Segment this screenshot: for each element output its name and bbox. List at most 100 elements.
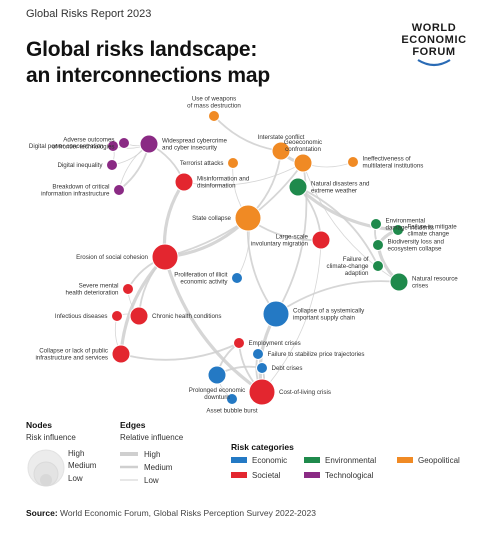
- node-wmd[interactable]: [208, 110, 220, 122]
- node-migration[interactable]: [311, 230, 331, 250]
- node-climate-adaptation[interactable]: [372, 260, 384, 272]
- node-label-bubble: Asset bubble burst: [206, 408, 258, 415]
- edge-public-infra-employment: [120, 342, 240, 361]
- node-public-infra[interactable]: [111, 344, 131, 364]
- node-misinformation[interactable]: [174, 172, 194, 192]
- edge-misinformation-geoeconomic: [183, 162, 304, 186]
- node-price[interactable]: [252, 348, 264, 360]
- nodes-layer: [106, 110, 409, 406]
- legend-category-societal: Societal: [252, 471, 281, 480]
- node-label-wmd: Use of weapons of mass destruction: [187, 96, 241, 110]
- node-bubble[interactable]: [226, 393, 238, 405]
- legend-categories: Economic Environmental Geopolitical Societa…: [231, 456, 460, 480]
- node-label-chronic: Chronic health conditions: [152, 313, 221, 320]
- legend-nodes-subtitle: Risk influence: [26, 433, 76, 442]
- node-label-multilateral: Ineffectiveness of multilateral instituti…: [363, 156, 424, 170]
- logo-arc-icon: [417, 59, 451, 67]
- node-terrorist[interactable]: [227, 157, 239, 169]
- node-critical-infra[interactable]: [113, 184, 125, 196]
- node-label-supply-chain: Collapse of a systemically important supp…: [293, 308, 365, 322]
- node-label-downturn: Prolonged economic downturn: [189, 387, 245, 401]
- node-label-geoeconomic: Geoeconomic confrontation: [284, 139, 322, 153]
- legend-edge-medium-label: Medium: [144, 463, 173, 472]
- node-label-critical-infra: Breakdown of critical information infrast…: [41, 184, 110, 198]
- legend-swatch-environmental: [304, 457, 320, 463]
- labels-layer: Adverse outcomes of frontier technologies…: [29, 96, 458, 415]
- node-natural-disasters[interactable]: [288, 177, 308, 197]
- node-label-misinformation: Misinformation and disinformation: [197, 176, 250, 190]
- node-interstate[interactable]: [271, 141, 291, 161]
- legend-swatch-geopolitical: [397, 457, 413, 463]
- node-supply-chain[interactable]: [262, 300, 290, 328]
- node-climate-mitigation[interactable]: [392, 224, 404, 236]
- node-label-climate-mitigation: Failure to mitigate climate change: [408, 224, 458, 238]
- logo-line-2: ECONOMIC: [401, 34, 467, 46]
- node-geoeconomic[interactable]: [293, 153, 313, 173]
- node-label-env-damage: Environmental damage incidents: [386, 218, 435, 232]
- page-title-line-1: Global risks landscape:: [26, 38, 258, 61]
- legend-nodes-title: Nodes: [26, 420, 52, 430]
- node-digital-inequality[interactable]: [106, 159, 118, 171]
- edge-erosion-state-collapse: [164, 216, 250, 259]
- wef-logo: WORLD ECONOMIC FORUM: [394, 22, 474, 68]
- edge-geoeconomic-natural-resource: [302, 162, 400, 283]
- node-cost-living[interactable]: [248, 378, 276, 406]
- legend-node-low: [40, 474, 52, 486]
- node-adverse-tech[interactable]: [118, 137, 130, 149]
- node-env-damage[interactable]: [370, 218, 382, 230]
- node-debt[interactable]: [256, 362, 268, 374]
- source-text: World Economic Forum, Global Risks Perce…: [57, 508, 316, 518]
- node-erosion[interactable]: [151, 243, 179, 271]
- edge-natural-resource-supply-chain: [275, 280, 400, 315]
- node-label-infectious: Infectious diseases: [55, 313, 108, 320]
- node-label-climate-adaptation: Failure of climate-change adaption: [327, 256, 370, 277]
- edge-erosion-cost-living: [163, 256, 263, 394]
- node-multilateral[interactable]: [347, 156, 359, 168]
- node-label-natural-disasters: Natural disasters and extreme weather: [311, 181, 370, 195]
- edge-climate-adaptation-natural-disasters: [297, 186, 379, 267]
- node-label-adverse-tech: Adverse outcomes of frontier technologies: [52, 137, 115, 151]
- edge-erosion-public-infra: [119, 255, 167, 355]
- legend-node-high-label: High: [68, 449, 84, 458]
- node-illicit[interactable]: [231, 272, 243, 284]
- legend-category-economic: Economic: [252, 456, 287, 465]
- edge-cost-living-migration: [261, 239, 322, 393]
- legend-swatch-technological: [304, 472, 320, 478]
- node-state-collapse[interactable]: [234, 204, 262, 232]
- source-note: Source: World Economic Forum, Global Ris…: [26, 508, 316, 518]
- node-downturn[interactable]: [207, 365, 227, 385]
- node-cyber[interactable]: [139, 134, 159, 154]
- node-label-price: Failure to stabilize price trajectories: [268, 351, 365, 358]
- node-label-biodiversity: Biodiversity loss and ecosystem collapse: [388, 239, 445, 253]
- legend-swatch-economic: [231, 457, 247, 463]
- node-label-public-infra: Collapse or lack of public infrastructure…: [35, 348, 108, 362]
- page-title-line-2: an interconnections map: [26, 64, 270, 87]
- legend-edge-low-label: Low: [144, 476, 159, 485]
- node-natural-resource[interactable]: [389, 272, 409, 292]
- node-infectious[interactable]: [111, 310, 123, 322]
- node-label-debt: Debt crises: [272, 365, 303, 372]
- node-label-migration: Large-scale involuntary migration: [251, 234, 309, 248]
- node-digital-power[interactable]: [107, 140, 119, 152]
- node-employment[interactable]: [233, 337, 245, 349]
- legend-edges-title: Edges: [120, 420, 146, 430]
- node-label-interstate: Interstate conflict: [258, 134, 305, 141]
- logo-line-3: FORUM: [412, 46, 456, 58]
- source-label: Source:: [26, 508, 58, 518]
- legend-edge-high-label: High: [144, 450, 160, 459]
- node-label-natural-resource: Natural resource crises: [412, 276, 458, 290]
- node-mental-health[interactable]: [122, 283, 134, 295]
- node-label-mental-health: Severe mental health deterioration: [66, 283, 120, 297]
- node-label-employment: Employment crises: [249, 340, 301, 347]
- legend-categories-title: Risk categories: [231, 442, 294, 452]
- legend-node-low-label: Low: [68, 474, 83, 483]
- legend-node-medium-label: Medium: [68, 461, 97, 470]
- node-label-terrorist: Terrorist attacks: [180, 160, 224, 167]
- node-biodiversity[interactable]: [372, 239, 384, 251]
- node-label-cost-living: Cost-of-living crisis: [279, 389, 331, 396]
- legend-edges-subtitle: Relative influence: [120, 433, 184, 442]
- node-chronic[interactable]: [129, 306, 149, 326]
- node-label-digital-power: Digital power concentration: [29, 143, 104, 150]
- legend: Nodes Risk influence High Medium Low Edg…: [26, 420, 460, 487]
